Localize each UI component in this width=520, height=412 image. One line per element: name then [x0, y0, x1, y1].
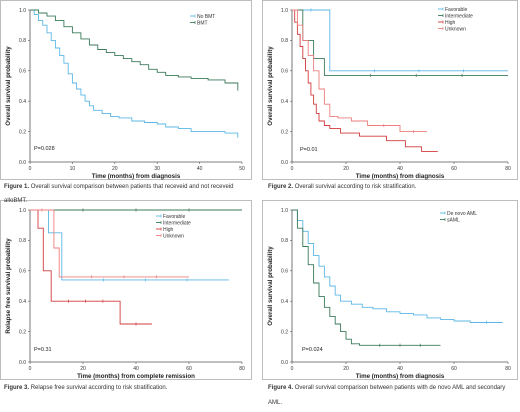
y-tick-label: 0.2 — [281, 129, 288, 135]
legend-label: High — [445, 20, 456, 26]
y-tick-label: 0.0 — [19, 160, 26, 166]
x-axis-label: Time (months) from diagnosis — [92, 173, 181, 180]
series-line-saml — [292, 209, 441, 346]
legend-label: De novo AML — [447, 211, 477, 217]
y-tick-label: 0.4 — [19, 299, 26, 305]
p-value: P=0.31 — [34, 347, 52, 353]
y-tick-label: 0.0 — [281, 360, 288, 366]
series-line-unknown — [292, 9, 427, 133]
series-line-de-novo-aml — [292, 209, 503, 323]
y-tick-label: 0.6 — [281, 69, 288, 75]
y-axis-label: Relapse free survival probability — [5, 238, 12, 334]
y-tick-label: 0.4 — [281, 299, 288, 305]
x-tick-label: 30 — [154, 166, 160, 172]
x-tick-label: 20 — [112, 166, 118, 172]
y-tick-label: 0.2 — [19, 129, 26, 135]
x-tick-label: 60 — [451, 166, 457, 172]
chart-4: 0.0 0.2 0.4 0.6 0.8 1.0 0 20 40 60 80 Time (months)… — [262, 200, 518, 380]
x-axis-label: Time (months) from diagnosis — [356, 173, 445, 180]
legend-label: Unknown — [163, 233, 184, 239]
x-tick-label: 20 — [343, 166, 349, 172]
panel-frame — [0, 0, 252, 180]
y-tick-label: 0.2 — [19, 329, 26, 335]
panel-frame — [0, 200, 252, 380]
x-tick-label: 40 — [197, 166, 203, 172]
legend-label: Favorable — [445, 7, 467, 13]
y-axis-label: Overall survival probability — [267, 46, 274, 126]
y-tick-label: 1.0 — [281, 208, 288, 214]
caption-4: Figure 4. Overall survival comparison be… — [268, 385, 506, 391]
x-tick-label: 0 — [29, 366, 32, 372]
chart-2: 0.0 0.2 0.4 0.6 0.8 1.0 0 20 40 60 80 Time (months)… — [262, 0, 518, 180]
y-axis-label: Overall survival probability — [5, 46, 12, 126]
legend-label: High — [163, 227, 174, 233]
y-tick-label: 0.6 — [281, 269, 288, 275]
caption-1: Figure 1. Overall survival comparison be… — [4, 184, 234, 190]
x-tick-label: 0 — [29, 166, 32, 172]
y-tick-label: 1.0 — [19, 8, 26, 14]
x-tick-label: 10 — [70, 166, 76, 172]
panel-frame — [262, 200, 518, 380]
chart-1: 0.0 0.2 0.4 0.6 0.8 1.0 0 10 20 30 40 50 Time (month… — [0, 0, 252, 180]
x-axis-label: Time (months) from diagnosis — [356, 373, 445, 380]
p-value: P=0.028 — [34, 146, 55, 152]
legend-label: No BMT — [197, 14, 215, 20]
y-tick-label: 0.6 — [19, 69, 26, 75]
panel-frame — [262, 0, 518, 180]
x-tick-label: 40 — [133, 366, 139, 372]
y-tick-label: 0.8 — [281, 38, 288, 44]
x-tick-label: 80 — [505, 366, 511, 372]
series-line-bmt — [30, 9, 239, 91]
y-tick-label: 0.8 — [19, 38, 26, 44]
y-tick-label: 0.8 — [281, 238, 288, 244]
p-value: P=0.024 — [302, 347, 323, 353]
y-tick-label: 1.0 — [281, 8, 288, 14]
legend-label: Intermediate — [445, 13, 473, 19]
y-axis-label: Overall survival probability — [267, 246, 274, 326]
series-line-high — [30, 209, 152, 325]
series-line-unknown — [30, 209, 189, 278]
caption-3: Figure 3. Relapse free survival accordin… — [4, 385, 168, 391]
x-tick-label: 60 — [186, 366, 192, 372]
x-tick-label: 20 — [80, 366, 86, 372]
x-tick-label: 50 — [239, 166, 245, 172]
legend-label: Intermediate — [163, 220, 191, 226]
p-value: P=0.01 — [300, 147, 318, 153]
y-tick-label: 0.4 — [19, 99, 26, 105]
caption-4-continued: AML. — [268, 400, 283, 406]
y-tick-label: 0.8 — [19, 238, 26, 244]
caption-1-continued: alloBMT. — [4, 198, 28, 204]
caption-2: Figure 2. Overall survival according to … — [268, 184, 417, 190]
y-tick-label: 0.0 — [19, 360, 26, 366]
legend-label: Favorable — [163, 214, 185, 220]
x-axis-label: Time (months) from complete remission — [77, 373, 195, 380]
series-line-high — [292, 9, 438, 152]
legend-label: BMT — [197, 20, 208, 26]
x-tick-label: 80 — [505, 166, 511, 172]
x-tick-label: 0 — [291, 366, 294, 372]
x-tick-label: 80 — [239, 366, 245, 372]
y-tick-label: 0.2 — [281, 329, 288, 335]
series-line-intermediate — [292, 9, 508, 76]
y-tick-label: 0.4 — [281, 99, 288, 105]
x-tick-label: 0 — [291, 166, 294, 172]
y-tick-label: 1.0 — [19, 208, 26, 214]
chart-3: 0.0 0.2 0.4 0.6 0.8 1.0 0 20 40 60 80 Time (months)… — [0, 200, 252, 380]
y-tick-label: 0.0 — [281, 160, 288, 166]
legend-label: sAML — [447, 217, 460, 223]
legend-label: Unknown — [445, 26, 466, 32]
x-tick-label: 20 — [343, 366, 349, 372]
x-tick-label: 40 — [397, 166, 403, 172]
y-tick-label: 0.6 — [19, 269, 26, 275]
x-tick-label: 60 — [451, 366, 457, 372]
series-line-no-bmt — [30, 9, 239, 138]
x-tick-label: 40 — [397, 366, 403, 372]
